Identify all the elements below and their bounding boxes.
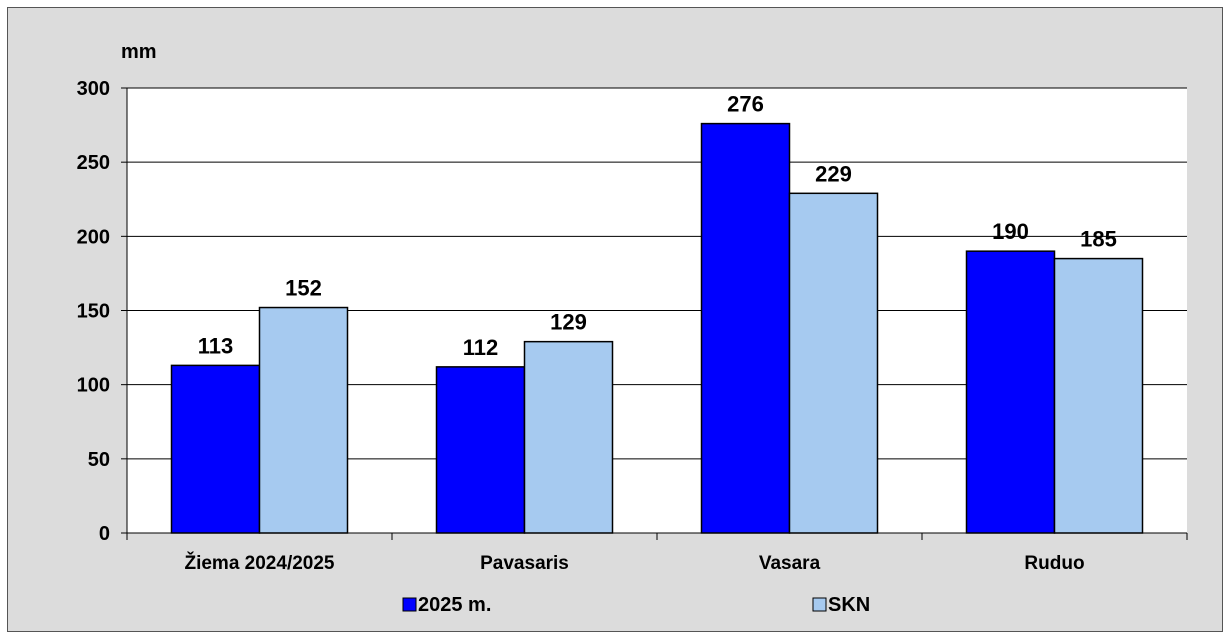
bar-skn [788, 192, 879, 534]
chart-frame: 0 50 100 150 200 250 300 Žiema 2024/2025 Pavasa… [7, 7, 1223, 632]
data-label: 276 [727, 92, 764, 117]
bar-2025 [170, 364, 261, 534]
bars [170, 122, 1144, 534]
legend-label-2025: 2025 m. [418, 594, 491, 616]
bar-2025 [435, 366, 526, 534]
y-tick-label: 0 [99, 523, 110, 545]
y-tick-label: 200 [77, 226, 110, 248]
legend-swatch-2025 [402, 597, 417, 612]
x-tick-label: Pavasaris [480, 553, 569, 574]
data-label: 113 [198, 333, 234, 358]
data-label: 190 [992, 219, 1029, 244]
bar-skn [258, 306, 349, 534]
x-tick-label: Žiema 2024/2025 [184, 552, 334, 574]
x-tick-label: Vasara [759, 553, 821, 574]
legend: 2025 m. SKN [402, 594, 870, 616]
data-label: 229 [815, 161, 852, 186]
y-axis-ticks: 0 50 100 150 200 250 300 [77, 78, 127, 545]
data-labels: 113 152 112 129 276 229 190 185 [198, 92, 1117, 360]
data-label: 112 [463, 335, 499, 360]
legend-swatch-skn [812, 597, 827, 612]
y-axis-title: mm [121, 41, 157, 63]
x-axis-ticks: Žiema 2024/2025 Pavasaris Vasara Ruduo [126, 533, 1188, 574]
y-tick-label: 250 [77, 152, 110, 174]
y-tick-label: 50 [88, 449, 110, 471]
y-tick-label: 150 [77, 301, 110, 323]
data-label: 129 [550, 310, 587, 335]
bar-chart: 0 50 100 150 200 250 300 Žiema 2024/2025 Pavasa… [77, 41, 1188, 616]
bar-skn [523, 340, 614, 534]
y-tick-label: 300 [77, 78, 110, 100]
data-label: 185 [1080, 227, 1117, 252]
x-tick-label: Ruduo [1024, 553, 1084, 574]
bar-2025 [700, 122, 791, 534]
legend-label-skn: SKN [828, 594, 870, 616]
bar-2025 [965, 250, 1056, 534]
data-label: 152 [285, 276, 322, 301]
y-tick-label: 100 [77, 375, 110, 397]
bar-skn [1053, 257, 1144, 534]
